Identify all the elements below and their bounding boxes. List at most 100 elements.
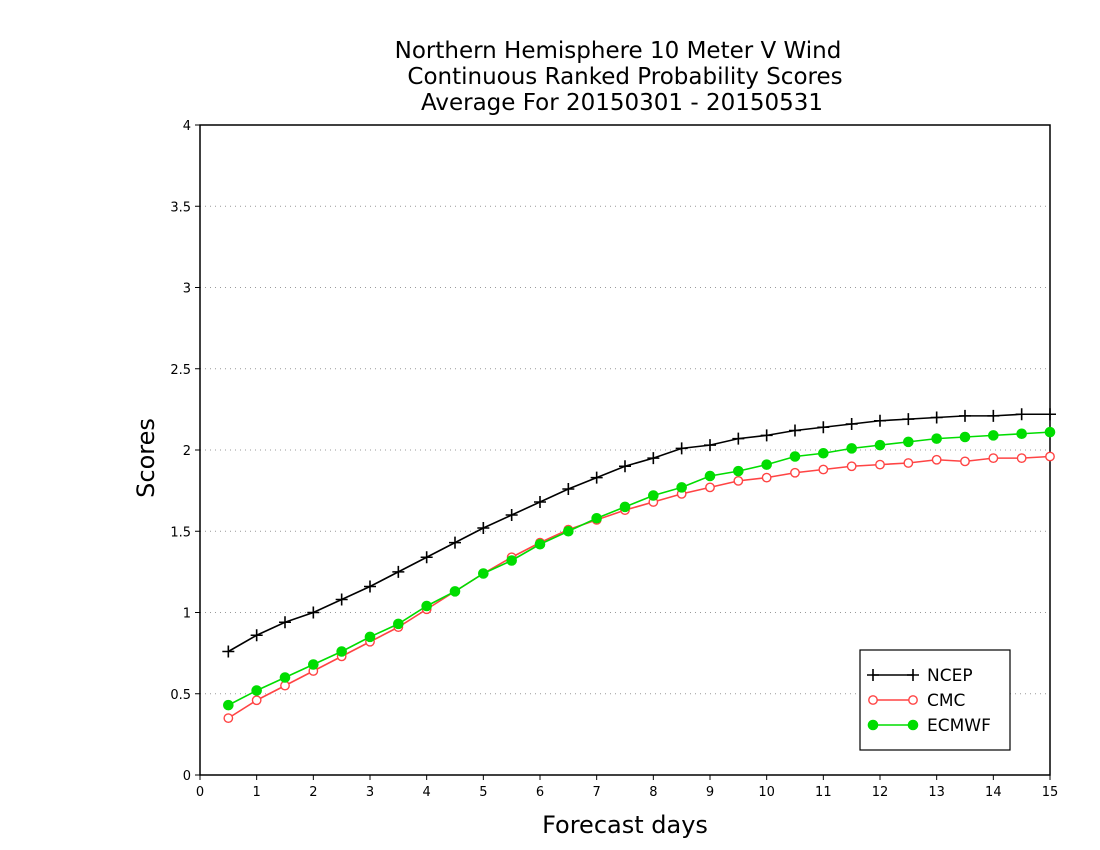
legend-label-cmc: CMC bbox=[927, 691, 965, 711]
data-point-cmc bbox=[733, 475, 744, 486]
data-point-ncep bbox=[590, 471, 603, 484]
data-point-cmc bbox=[1045, 451, 1055, 462]
data-point-cmc bbox=[818, 464, 829, 475]
chart-title-line-1: Northern Hemisphere 10 Meter V Wind bbox=[395, 38, 842, 64]
data-point-ecmwf bbox=[364, 631, 376, 643]
data-point-ncep bbox=[420, 551, 433, 564]
data-point-ncep bbox=[760, 429, 773, 442]
data-point-ecmwf bbox=[704, 470, 716, 482]
data-point-ecmwf bbox=[846, 443, 857, 454]
data-point-ncep bbox=[222, 645, 235, 658]
y-tick-label: 3 bbox=[183, 282, 191, 297]
data-point-ecmwf bbox=[676, 482, 687, 493]
data-point-cmc bbox=[846, 461, 857, 472]
data-point-ecmwf bbox=[279, 672, 291, 683]
legend-label-ncep: NCEP bbox=[927, 666, 973, 686]
data-point-ncep bbox=[959, 409, 971, 422]
y-tick-label: 2.5 bbox=[170, 363, 191, 378]
legend-marker-cmc bbox=[868, 695, 878, 705]
data-point-cmc bbox=[761, 472, 772, 483]
data-point-ecmwf bbox=[421, 600, 432, 612]
data-point-ncep bbox=[307, 606, 320, 619]
y-tick-label: 0 bbox=[183, 769, 191, 784]
data-point-ncep bbox=[505, 509, 518, 521]
legend-marker-cmc bbox=[908, 695, 918, 705]
data-point-ncep bbox=[1015, 408, 1028, 421]
data-point-ecmwf bbox=[478, 568, 489, 579]
x-axis: 0 1 2 3 4 5 6 7 8 9 10 11 12 13 14 15 bbox=[196, 775, 1058, 800]
x-tick-label: 13 bbox=[928, 785, 945, 800]
data-point-ncep bbox=[1044, 408, 1056, 421]
data-point-ecmwf bbox=[223, 699, 234, 711]
data-point-ecmwf bbox=[563, 525, 574, 537]
x-tick-label: 15 bbox=[1042, 785, 1059, 800]
data-point-ecmwf bbox=[761, 459, 772, 470]
data-point-ecmwf bbox=[308, 659, 319, 670]
data-point-ncep bbox=[647, 452, 660, 465]
gridlines bbox=[200, 124, 1050, 695]
series-ecmwf bbox=[223, 426, 1056, 711]
series-layer bbox=[222, 408, 1056, 724]
data-point-ecmwf bbox=[1044, 426, 1056, 438]
data-point-ecmwf bbox=[619, 501, 631, 513]
data-point-ncep bbox=[364, 580, 376, 593]
data-point-cmc bbox=[875, 459, 885, 470]
data-point-cmc bbox=[705, 482, 715, 493]
data-point-cmc bbox=[931, 454, 942, 465]
x-tick-label: 10 bbox=[758, 785, 775, 800]
y-tick-label: 4 bbox=[183, 119, 191, 134]
data-point-ncep bbox=[930, 411, 943, 424]
legend-item-ncep: NCEP bbox=[867, 666, 973, 686]
series-line-ncep bbox=[227, 413, 1050, 653]
data-point-cmc bbox=[903, 458, 914, 468]
y-tick-label: 1.5 bbox=[170, 525, 191, 540]
data-point-ecmwf bbox=[874, 439, 886, 451]
data-point-ncep bbox=[817, 421, 830, 434]
chart-title: Northern Hemisphere 10 Meter V Wind Cont… bbox=[395, 38, 843, 116]
data-point-ncep bbox=[845, 418, 858, 430]
x-tick-label: 14 bbox=[985, 785, 1002, 800]
x-tick-label: 12 bbox=[872, 785, 889, 800]
legend-label-ecmwf: ECMWF bbox=[927, 716, 991, 736]
x-tick-label: 7 bbox=[593, 785, 601, 800]
legend: NCEP CMC ECMWF bbox=[859, 649, 1011, 751]
y-axis-label: Scores bbox=[132, 418, 160, 498]
data-point-cmc bbox=[223, 713, 234, 724]
chart-title-line-2: Continuous Ranked Probability Scores bbox=[407, 64, 842, 90]
data-point-ecmwf bbox=[818, 447, 829, 459]
y-tick-label: 2 bbox=[183, 444, 191, 459]
data-point-ncep bbox=[874, 414, 886, 427]
x-tick-label: 11 bbox=[815, 785, 832, 800]
data-point-ncep bbox=[335, 593, 348, 606]
data-point-ecmwf bbox=[393, 618, 404, 630]
data-point-ncep bbox=[704, 439, 716, 452]
data-point-ecmwf bbox=[988, 430, 999, 441]
x-tick-label: 8 bbox=[649, 785, 657, 800]
data-point-ncep bbox=[534, 496, 546, 508]
x-tick-label: 2 bbox=[309, 785, 317, 800]
data-point-ecmwf bbox=[591, 512, 602, 524]
legend-marker-ncep bbox=[867, 669, 879, 681]
data-point-ecmwf bbox=[534, 538, 546, 550]
x-tick-label: 3 bbox=[366, 785, 374, 800]
data-point-cmc bbox=[790, 467, 800, 478]
data-point-ecmwf bbox=[903, 436, 914, 448]
legend-item-ecmwf: ECMWF bbox=[867, 716, 991, 736]
data-point-ecmwf bbox=[1016, 428, 1027, 440]
x-tick-label: 1 bbox=[253, 785, 261, 800]
x-tick-label: 4 bbox=[423, 785, 431, 800]
data-point-ncep bbox=[619, 460, 631, 473]
data-point-ecmwf bbox=[931, 433, 942, 444]
data-point-cmc bbox=[1016, 453, 1027, 464]
data-point-ncep bbox=[789, 424, 801, 437]
x-tick-label: 6 bbox=[536, 785, 544, 800]
data-point-ncep bbox=[250, 629, 263, 642]
data-point-ecmwf bbox=[789, 451, 801, 462]
x-axis-label: Forecast days bbox=[542, 811, 708, 839]
data-point-ncep bbox=[675, 442, 688, 455]
data-point-ncep bbox=[477, 522, 490, 534]
data-point-ecmwf bbox=[733, 465, 744, 477]
data-point-ncep bbox=[987, 409, 1000, 422]
series-ncep bbox=[222, 408, 1056, 658]
data-point-ncep bbox=[562, 483, 575, 495]
